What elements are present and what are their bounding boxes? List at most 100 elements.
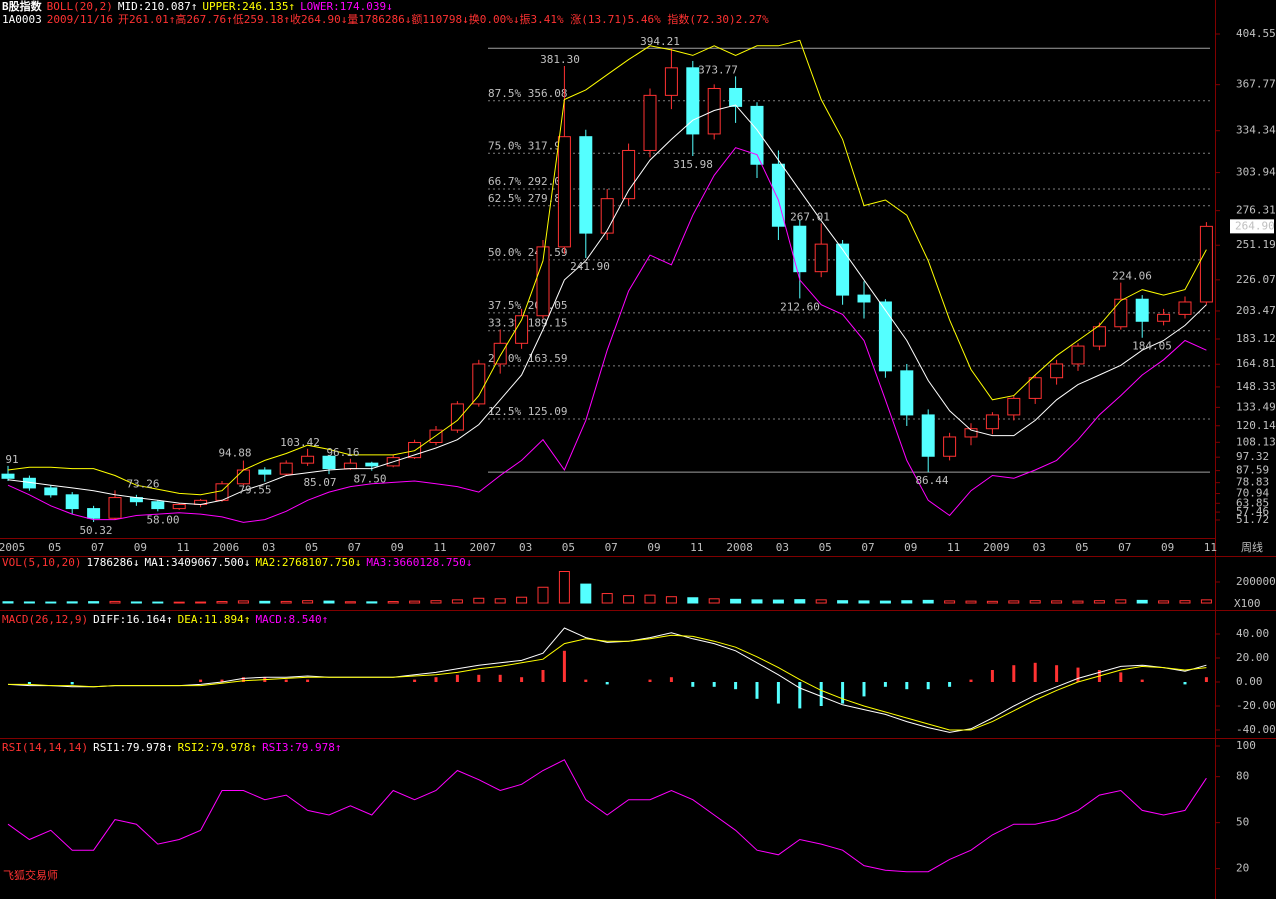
price-header-item: BOLL(20,2)	[47, 0, 113, 13]
macd-bar	[1055, 665, 1059, 682]
x-tick-label: 05	[48, 541, 61, 554]
candle-body	[44, 487, 58, 496]
candle-body	[921, 414, 935, 457]
x-tick-label: 11	[1204, 541, 1217, 554]
volume-bar	[772, 599, 784, 604]
volume-bar	[986, 600, 998, 604]
price-annotation: 394.21	[640, 35, 680, 48]
macd-bar	[434, 677, 438, 682]
candle-body	[1114, 298, 1128, 328]
y-tick-label: 57.46	[1236, 505, 1269, 518]
fib-label: 25.0% 163.59	[488, 352, 567, 365]
x-tick-label: 07	[861, 541, 874, 554]
fib-label: 75.0% 317.95	[488, 139, 567, 152]
x-tick-label: 07	[91, 541, 104, 554]
volume-bar	[1115, 599, 1127, 604]
x-tick-label: 05	[305, 541, 318, 554]
macd-bar	[819, 682, 823, 706]
fib-label: 87.5% 356.08	[488, 87, 567, 100]
x-tick-label: 05	[1075, 541, 1088, 554]
macd-bar	[798, 682, 802, 709]
volume-bar	[687, 597, 699, 604]
candle-body	[1028, 377, 1042, 399]
macd-bar	[669, 677, 673, 682]
volume-bar	[88, 601, 100, 604]
y-tick-label: 50	[1236, 816, 1249, 829]
volume-bar	[815, 599, 827, 604]
volume-bar	[558, 571, 570, 604]
price-annotation: 212.60	[780, 300, 820, 313]
volume-bar	[66, 601, 78, 604]
y-tick-label: 276.31	[1236, 204, 1276, 217]
y-tick-label: 20	[1236, 862, 1249, 875]
volume-bar	[23, 601, 35, 604]
candle-body	[900, 370, 914, 416]
y-tick-label: 226.07	[1236, 273, 1276, 286]
x-tick-label: 2009	[983, 541, 1010, 554]
volume-header-item: MA1:3409067.500↓	[144, 556, 250, 569]
macd-bar	[990, 670, 994, 682]
volume-bar	[152, 601, 164, 604]
candle-body	[365, 462, 379, 467]
volume-bar	[473, 597, 485, 604]
candle-body	[279, 462, 293, 475]
y-tick-label: 63.85	[1236, 496, 1269, 509]
volume-bar	[1200, 599, 1212, 604]
x-tick-label: 09	[1161, 541, 1174, 554]
price-annotation: 103.42	[280, 436, 320, 449]
y-tick-label: 303.94	[1236, 166, 1276, 179]
macd-bar	[413, 679, 417, 682]
volume-bar	[45, 601, 57, 604]
candle-body	[493, 342, 507, 365]
volume-bar	[494, 598, 506, 604]
candle-body	[686, 67, 700, 135]
x-tick-label: 03	[1033, 541, 1046, 554]
x-tick-label: 2007	[470, 541, 497, 554]
macd-bar	[969, 679, 973, 682]
volume-bar	[580, 583, 592, 604]
candle-body	[729, 87, 743, 107]
rsi-header-item: RSI(14,14,14)	[2, 741, 88, 754]
y-tick-label: 78.83	[1236, 476, 1269, 489]
fib-label: 62.5% 279.83	[488, 192, 567, 205]
price-annotation: 224.06	[1112, 270, 1152, 283]
x-tick-label: 09	[134, 541, 147, 554]
x-tick-label: 11	[433, 541, 446, 554]
candle-body	[964, 428, 978, 438]
volume-bar	[944, 600, 956, 604]
candle-body	[429, 429, 443, 443]
x-tick-label: 05	[562, 541, 575, 554]
price-annotation: 58.00	[146, 513, 179, 526]
candle-body	[472, 363, 486, 405]
price-header: B股指数 BOLL(20,2) MID:210.087↑ UPPER:246.135↑…	[2, 0, 393, 13]
macd-bar	[241, 677, 245, 682]
macd-header-item: DIFF:16.164↑	[93, 613, 172, 626]
price-annotation: 73.26	[126, 477, 159, 490]
candle-body	[750, 105, 764, 165]
line-series	[7, 104, 1207, 506]
candle-body	[172, 503, 186, 510]
y-tick-label: 40.00	[1236, 627, 1269, 640]
macd-bar	[776, 682, 780, 704]
rsi-header-item: RSI3:79.978↑	[262, 741, 341, 754]
price-annotation: 315.98	[673, 158, 713, 171]
macd-bar	[605, 682, 609, 685]
candle-body	[1135, 298, 1149, 322]
x-tick-label: 03	[262, 541, 275, 554]
y-tick-label: 80	[1236, 770, 1249, 783]
price-header-item: UPPER:246.135↑	[202, 0, 295, 13]
macd-bar	[541, 670, 545, 682]
macd-header-item: MACD(26,12,9)	[2, 613, 88, 626]
x-tick-label: 03	[519, 541, 532, 554]
volume-bar	[451, 599, 463, 604]
y-tick-label: 51.72	[1236, 513, 1269, 526]
volume-bar	[387, 601, 399, 604]
volume-bar	[344, 601, 356, 604]
price-header-item: MID:210.087↑	[118, 0, 197, 13]
volume-bar	[858, 600, 870, 604]
candle-body	[108, 497, 122, 519]
y-tick-label: 404.55	[1236, 27, 1276, 40]
volume-bar	[109, 600, 121, 604]
candle-body	[322, 455, 336, 470]
